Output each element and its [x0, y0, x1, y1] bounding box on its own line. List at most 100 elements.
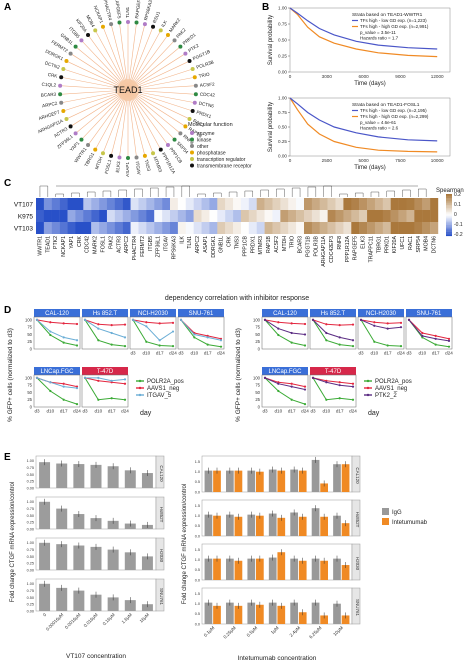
network-edge [75, 89, 129, 134]
bar [39, 501, 51, 529]
dendrogram-branch [291, 187, 301, 197]
legend-gradient [446, 233, 452, 235]
heatmap-cell [99, 210, 108, 222]
legend-label: AAVS1_neg [375, 386, 407, 392]
legend-dot [138, 379, 142, 383]
data-point [325, 339, 328, 342]
legend-gradient [446, 208, 452, 210]
data-point [399, 344, 403, 348]
x-tick-label: 10000 [431, 158, 444, 163]
x-tick-label: 2500 [322, 158, 333, 163]
data-point [338, 324, 341, 327]
dendrogram-branch [39, 185, 49, 197]
series-line [408, 319, 450, 342]
heatmap-cell [217, 198, 226, 210]
data-point [351, 323, 355, 326]
gene-label: CRK [47, 72, 58, 79]
legend-gradient [446, 206, 452, 209]
data-point [49, 330, 52, 333]
data-point [290, 398, 293, 401]
series-line [312, 319, 354, 347]
heatmap-cell [256, 198, 265, 210]
bar [107, 597, 119, 611]
network-edge [81, 40, 129, 91]
gene-label: RAPGEF5 [134, 0, 142, 19]
heatmap-cell [288, 222, 297, 234]
bar-igg [226, 558, 234, 580]
heatmap-row-label: VT107 [14, 201, 34, 208]
heatmap-cell [280, 198, 289, 210]
x-tick-label: d3 [34, 409, 40, 414]
dendrogram-branch [339, 193, 348, 197]
network-edge [102, 89, 129, 154]
bar-igg [290, 469, 298, 492]
y-tick-label: 0.50 [278, 125, 287, 130]
heatmap-col-label: ASAP1 [203, 236, 209, 253]
x-tick-label: d24 [217, 351, 225, 356]
bar-intetumumab [234, 605, 243, 624]
bar-igg [290, 602, 298, 624]
x-tick-label: 0.016μM [83, 612, 99, 628]
network-edge [127, 89, 193, 112]
heatmap-col-label: ARHGAP11A [321, 235, 327, 266]
gene-node [172, 137, 177, 142]
bar [39, 462, 51, 488]
series-line [84, 377, 126, 401]
series-line [264, 377, 306, 405]
gene-node [151, 24, 156, 29]
panel-label-c: C [4, 178, 12, 189]
heatmap-col-label: PPP1CB [242, 235, 248, 256]
data-point [434, 334, 437, 338]
data-point [75, 339, 79, 342]
gene-label: TRIO [198, 72, 210, 79]
dendrogram-branch [71, 192, 80, 197]
heatmap-cell [177, 222, 186, 234]
gene-label: RAC1 [192, 118, 206, 128]
survival-plot-frame [289, 7, 451, 73]
y-tick-label: 0.0 [195, 622, 200, 626]
data-point [325, 331, 328, 335]
bar-igg [247, 514, 256, 536]
cell-line-label: NCI-H2030 [138, 311, 169, 317]
gene-node [165, 143, 170, 148]
legend-tick: -0.2 [454, 232, 463, 238]
bar [73, 545, 85, 570]
x-tick-label: d17 [432, 351, 440, 356]
x-tick-label: d10 [94, 409, 102, 414]
legend-gradient [446, 198, 452, 200]
data-point [97, 327, 100, 330]
ctgf-bar-charts: CAL1200.000.250.500.751.00Hs852T0.000.25… [10, 455, 428, 662]
gfp-competition-plots: CAL-120 100 75 50 25 0 Hs 852.T NCI-H2030 d3 d10 d… [7, 309, 453, 422]
gene-node [79, 137, 84, 142]
network-edge [66, 89, 129, 120]
bar-igg [226, 602, 234, 624]
x-tick-label: d3 [406, 351, 412, 356]
heatmap-cell [233, 222, 242, 234]
y-tick-label: 0.0 [195, 490, 200, 494]
legend-gradient [446, 230, 452, 232]
gene-label: YAP1 [69, 140, 81, 152]
data-point [386, 322, 389, 325]
gene-node [93, 147, 98, 152]
gene-label: BCAR3 [41, 92, 57, 98]
network-edge [127, 89, 181, 134]
heatmap-cell [335, 210, 344, 222]
y-tick-label: 0.5 [195, 480, 200, 484]
bar-intetumumab [298, 516, 307, 536]
legend-label: enzyme [197, 131, 215, 137]
heatmap-cell [130, 198, 139, 210]
data-point [97, 398, 100, 401]
y-tick-label: 0.5 [195, 568, 200, 572]
legend-swatch [382, 508, 389, 515]
heatmap-cell [359, 198, 368, 210]
heatmap-cell [272, 198, 281, 210]
gene-node [142, 153, 147, 158]
data-point [110, 343, 113, 346]
cell-strip [351, 499, 361, 537]
y-tick-label: 100 [25, 317, 33, 322]
heatmap-cell [335, 222, 344, 234]
data-point [303, 385, 307, 388]
gene-node [64, 116, 69, 121]
cell-strip [155, 496, 165, 530]
network-edge [63, 89, 129, 112]
